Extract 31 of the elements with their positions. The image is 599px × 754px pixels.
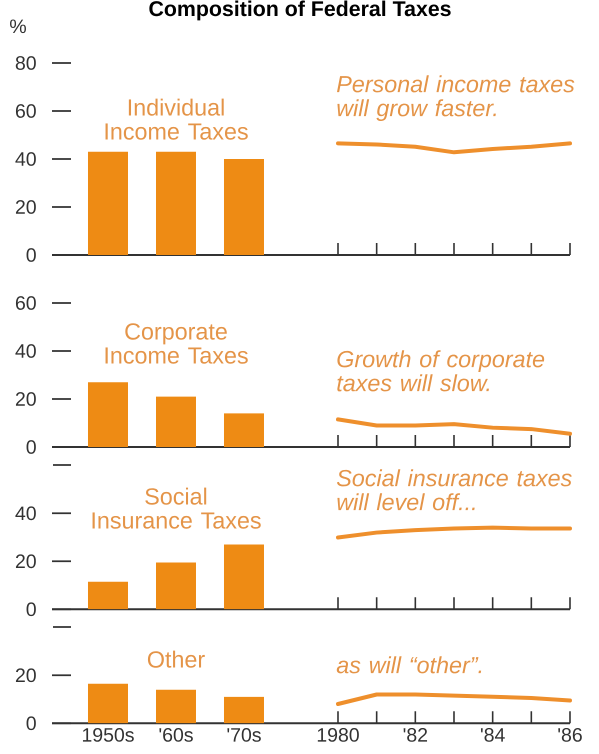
text: as will “other”. bbox=[336, 656, 482, 674]
y-tick-label: 0 bbox=[26, 602, 36, 616]
y-tick-label: 40 bbox=[15, 152, 36, 166]
x-tick-label: '70s bbox=[227, 728, 261, 742]
text: Composition of Federal Taxes bbox=[149, 0, 451, 20]
annotation: Personal income taxes will grow faster. bbox=[336, 75, 574, 122]
text: Corporate Income Taxes bbox=[106, 323, 248, 364]
y-tick-label: 0 bbox=[26, 440, 36, 454]
annotation: Growth of corporate taxes will slow. bbox=[337, 350, 544, 392]
y-tick-label: 80 bbox=[16, 56, 36, 70]
y-tick-label: 40 bbox=[15, 506, 36, 520]
text: Individual Income Taxes bbox=[106, 98, 248, 140]
y-tick-label: 60 bbox=[16, 296, 36, 310]
x-tick-label: 1980 bbox=[318, 728, 359, 742]
x-tick-label: '60s bbox=[159, 728, 193, 742]
y-tick-label: 0 bbox=[26, 716, 36, 730]
y-tick-label: 20 bbox=[16, 668, 36, 682]
y-tick-label: 0 bbox=[26, 248, 36, 262]
y-tick-label: 40 bbox=[15, 344, 36, 358]
y-axis-title: % bbox=[10, 19, 26, 34]
x-tick-label: '84 bbox=[480, 728, 505, 742]
x-tick-label: '86 bbox=[558, 728, 582, 742]
chart-title: Other bbox=[148, 650, 205, 668]
y-tick-label: 20 bbox=[16, 200, 36, 214]
y-tick-label: 60 bbox=[16, 104, 36, 118]
x-tick-label: 1950s bbox=[82, 728, 134, 742]
y-tick-label: 20 bbox=[16, 392, 36, 406]
y-tick-label: 20 bbox=[16, 554, 36, 568]
text: Social insurance taxes will level off... bbox=[336, 469, 572, 510]
chart-title: Social Insurance Taxes bbox=[92, 488, 261, 529]
x-tick-label: '82 bbox=[404, 728, 428, 742]
